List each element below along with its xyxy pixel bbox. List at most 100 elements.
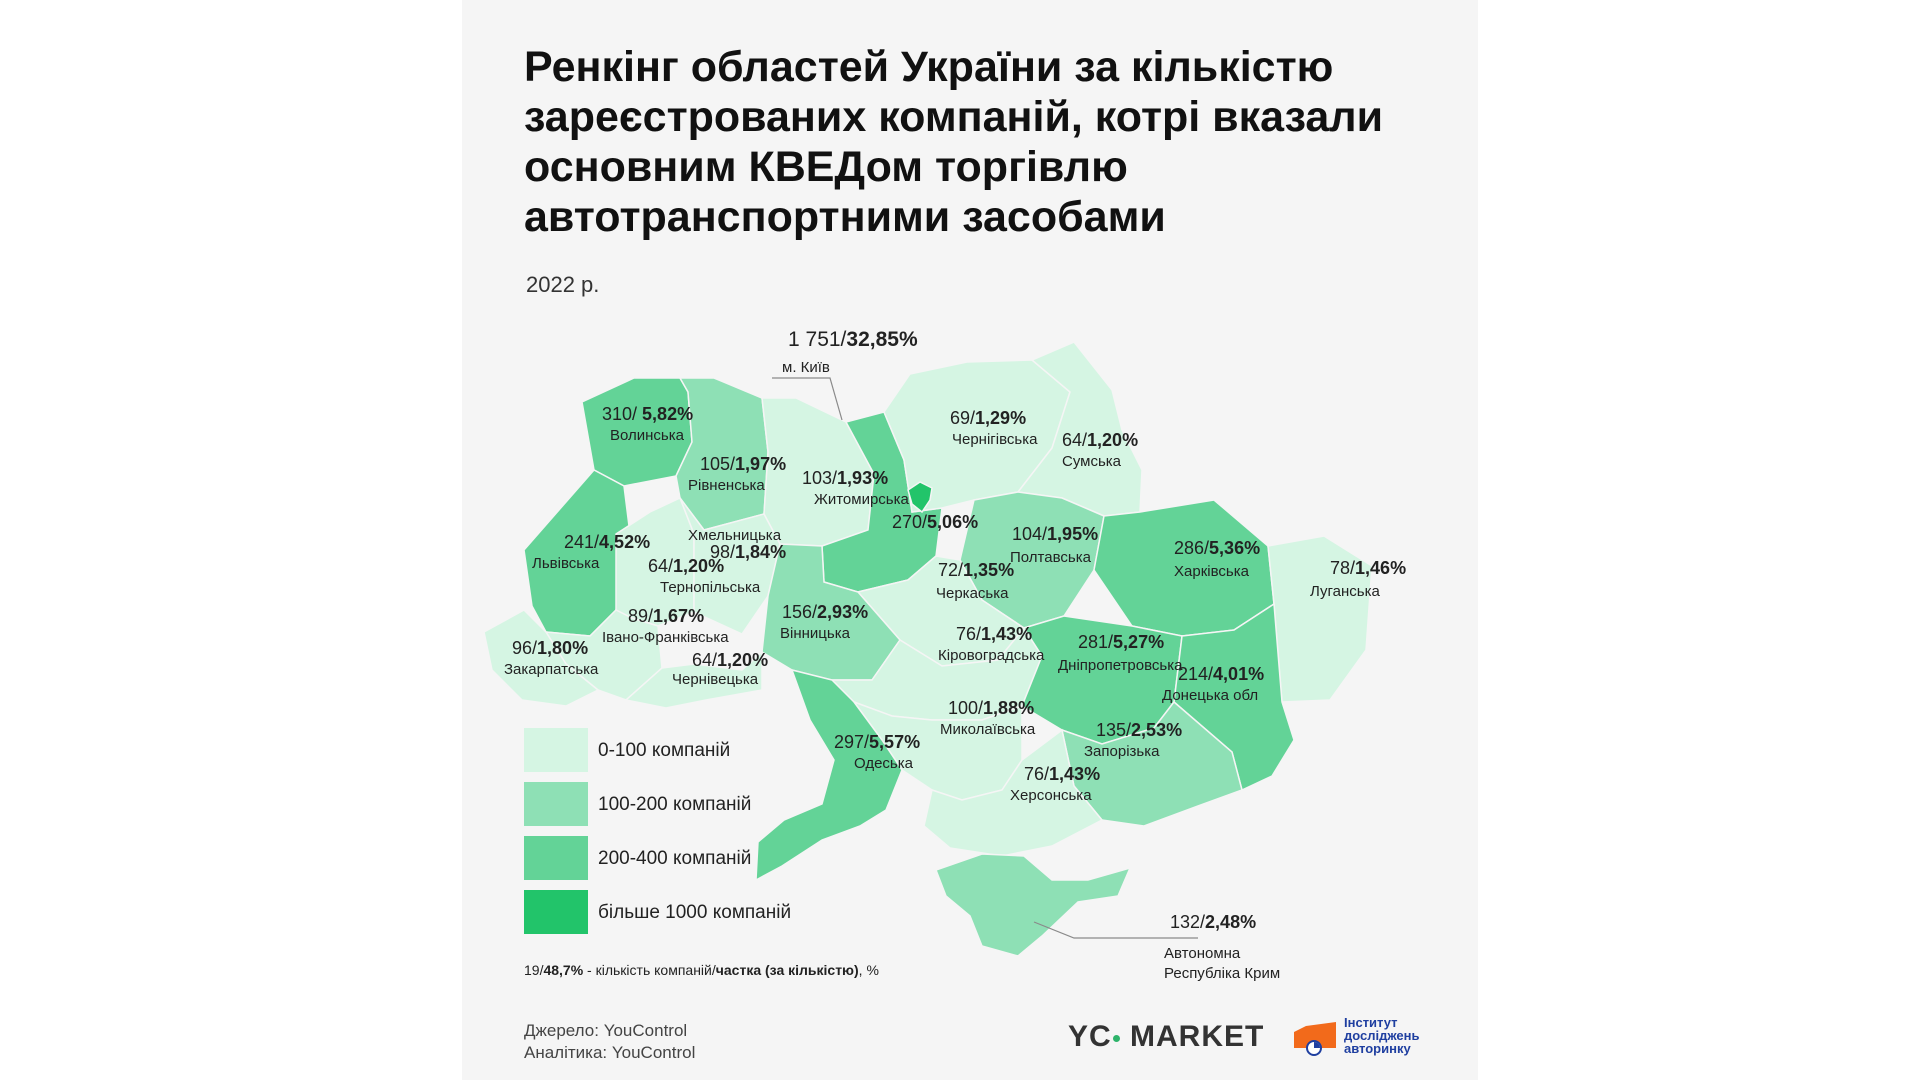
leader-lines	[772, 377, 1198, 939]
region-value-lvivska: 241/4,52%	[564, 532, 650, 552]
region-share: 4,01%	[1213, 664, 1264, 684]
region-share: 1,35%	[963, 560, 1014, 580]
region-value-khmelnytska: 98/1,84%	[710, 542, 786, 562]
analytics-line: Аналітика: YouControl	[524, 1043, 696, 1062]
region-value-kharkivska: 286/5,36%	[1174, 538, 1260, 558]
region-name-khersonska: Херсонська	[1010, 787, 1092, 804]
region-count: 103/	[802, 468, 837, 488]
region-count: 286/	[1174, 538, 1209, 558]
region-name-vinnytska: Вінницька	[780, 625, 851, 642]
region-kyiv-city	[907, 481, 933, 514]
region-value-luhanska: 78/1,46%	[1330, 558, 1406, 578]
region-value-zaporizka: 135/2,53%	[1096, 720, 1182, 740]
region-count: 297/	[834, 732, 869, 752]
region-share: 2,93%	[817, 602, 868, 622]
institute-line: Інститут	[1344, 1015, 1398, 1030]
market-logo-text: MARKET	[1130, 1020, 1265, 1053]
note-text-c: , %	[858, 962, 879, 978]
region-share: 1,46%	[1355, 558, 1406, 578]
legend-swatch	[524, 728, 588, 772]
region-value-cherkaska: 72/1,35%	[938, 560, 1014, 580]
region-share: 32,85%	[846, 328, 918, 351]
region-count: 72/	[938, 560, 963, 580]
region-shapes	[483, 341, 1373, 957]
region-name-odeska: Одеська	[854, 755, 914, 772]
region-name-khmelnytska: Хмельницька	[688, 527, 782, 544]
region-crimea	[935, 853, 1132, 957]
region-share: 1,20%	[673, 556, 724, 576]
region-value-crimea: 132/2,48%	[1170, 912, 1256, 932]
source-block: Джерело: YouControl Аналітика: YouContro…	[524, 1020, 695, 1064]
region-count: 69/	[950, 408, 975, 428]
region-value-ternopilska: 64/1,20%	[648, 556, 724, 576]
region-value-kirovohradska: 76/1,43%	[956, 624, 1032, 644]
region-name-kirovohradska: Кіровоградська	[938, 647, 1045, 664]
region-share: 1,20%	[717, 650, 768, 670]
region-count: 241/	[564, 532, 599, 552]
yc-logo-dot	[1112, 1034, 1120, 1042]
region-value-poltavska: 104/1,95%	[1012, 524, 1098, 544]
ukraine-map: 310/ 5,82% Волинська 105/1,97% Рівненська 10…	[483, 328, 1406, 982]
region-count: 76/	[1024, 764, 1049, 784]
kyiv-leader-line	[772, 377, 843, 421]
region-name-mykolaivska: Миколаївська	[940, 721, 1036, 738]
region-labels: 310/ 5,82% Волинська 105/1,97% Рівненська 10…	[504, 328, 1406, 982]
region-value-dnipropetrovska: 281/5,27%	[1078, 632, 1164, 652]
region-value-zakarpatska: 96/1,80%	[512, 638, 588, 658]
note-count: 19/	[524, 962, 544, 978]
region-name-ternopilska: Тернопільська	[660, 579, 761, 596]
region-value-vinnytska: 156/2,93%	[782, 602, 868, 622]
region-share: 1,95%	[1047, 524, 1098, 544]
region-chernivetska	[624, 650, 763, 709]
region-name-donetska: Донецька обл	[1162, 687, 1258, 704]
region-count: 100/	[948, 698, 983, 718]
note-text-a: - кількість компаній/	[583, 962, 716, 978]
region-count: 135/	[1096, 720, 1131, 740]
region-share: 5,27%	[1113, 632, 1164, 652]
yc-market-logo: YC MARKET	[1068, 1020, 1264, 1054]
region-name-zaporizka: Запорізька	[1084, 743, 1160, 760]
region-odeska	[755, 668, 903, 882]
region-name-kharkivska: Харківська	[1174, 563, 1250, 580]
region-share: 2,48%	[1205, 912, 1256, 932]
region-value-rivnenska: 105/1,97%	[700, 454, 786, 474]
institute-line: авторинку	[1344, 1041, 1411, 1056]
legend-swatch	[524, 890, 588, 934]
legend-swatch	[524, 782, 588, 826]
region-value-volynska: 310/ 5,82%	[602, 404, 693, 424]
region-value-donetska: 214/4,01%	[1178, 664, 1264, 684]
region-name-lvivska: Львівська	[532, 555, 600, 572]
region-value-odeska: 297/5,57%	[834, 732, 920, 752]
region-count: 132/	[1170, 912, 1205, 932]
region-share: 5,82%	[642, 404, 693, 424]
region-share: 5,57%	[869, 732, 920, 752]
region-khersonska	[923, 728, 1104, 857]
region-name-zhytomyrska: Житомирська	[814, 491, 910, 508]
region-value-sumska: 64/1,20%	[1062, 430, 1138, 450]
page-title: Ренкінг областей України за кількістю за…	[524, 43, 1384, 241]
region-value-kyivska: 270/5,06%	[892, 512, 978, 532]
region-name-chernihivska: Чернігівська	[952, 431, 1038, 448]
region-value-kyiv-city: 1 751/32,85%	[788, 328, 918, 351]
legend-label: більше 1000 компаній	[598, 902, 792, 923]
region-name-rivnenska: Рівненська	[688, 477, 765, 494]
region-share: 1,43%	[1049, 764, 1100, 784]
region-share: 1,93%	[837, 468, 888, 488]
region-count: 270/	[892, 512, 927, 532]
institute-logo-icon	[1294, 1022, 1336, 1056]
region-share: 2,53%	[1131, 720, 1182, 740]
region-count: 64/	[1062, 430, 1087, 450]
region-value-mykolaivska: 100/1,88%	[948, 698, 1034, 718]
region-count: 310/	[602, 404, 642, 424]
subtitle-year: 2022 р.	[526, 272, 600, 297]
crimea-leader-line	[1033, 921, 1198, 939]
region-share: 4,52%	[599, 532, 650, 552]
region-name-zakarpatska: Закарпатська	[504, 661, 599, 678]
region-count: 64/	[648, 556, 673, 576]
region-share: 1,88%	[983, 698, 1034, 718]
region-name-chernivetska: Чернівецька	[672, 671, 759, 688]
region-count: 104/	[1012, 524, 1047, 544]
region-share: 5,36%	[1209, 538, 1260, 558]
region-name-dnipropetrovska: Дніпропетровська	[1058, 657, 1183, 674]
region-count: 1 751/	[788, 328, 847, 351]
